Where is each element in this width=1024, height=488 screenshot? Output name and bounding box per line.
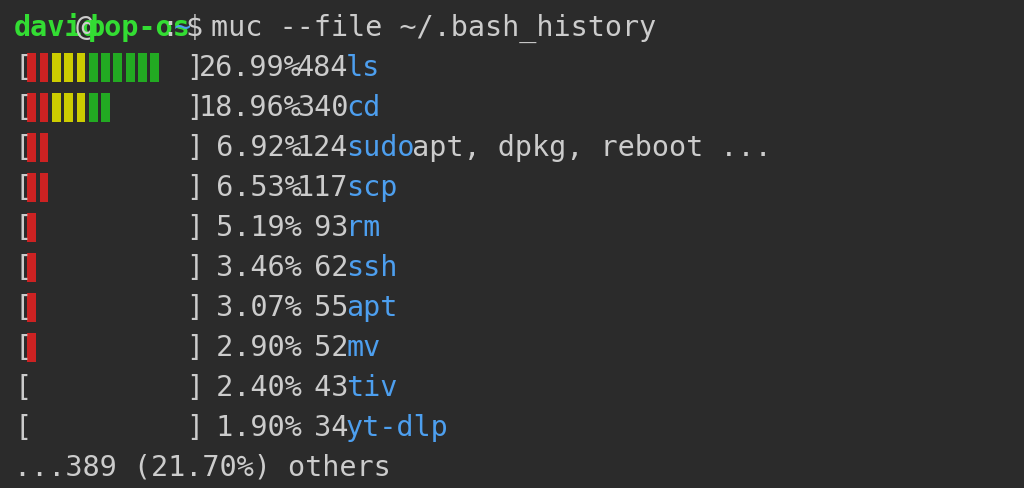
Text: 2.40%: 2.40% — [199, 373, 301, 401]
Bar — [40, 94, 48, 122]
Text: [: [ — [14, 413, 31, 441]
Text: ]: ] — [186, 413, 204, 441]
Text: [: [ — [14, 94, 31, 122]
Text: cd: cd — [346, 94, 380, 122]
Bar — [28, 134, 36, 163]
Text: 3.07%: 3.07% — [199, 293, 301, 321]
Text: 52: 52 — [297, 333, 348, 361]
Bar — [40, 174, 48, 203]
Text: :: : — [162, 14, 179, 42]
Bar — [114, 54, 122, 82]
Bar — [28, 94, 36, 122]
Bar — [40, 54, 48, 82]
Bar — [65, 94, 73, 122]
Text: 93: 93 — [297, 214, 348, 242]
Bar — [77, 54, 85, 82]
Bar — [89, 54, 97, 82]
Text: 3.46%: 3.46% — [199, 253, 301, 282]
Bar — [28, 333, 36, 362]
Text: 484: 484 — [297, 54, 348, 82]
Bar — [77, 94, 85, 122]
Text: 43: 43 — [297, 373, 348, 401]
Text: [: [ — [14, 293, 31, 321]
Text: muc --file ~/.bash_history: muc --file ~/.bash_history — [211, 14, 656, 43]
Text: pop-os: pop-os — [88, 14, 190, 42]
Text: ]: ] — [186, 253, 204, 282]
Bar — [28, 253, 36, 282]
Bar — [138, 54, 146, 82]
Text: 5.19%: 5.19% — [199, 214, 301, 242]
Bar — [126, 54, 134, 82]
Bar — [28, 174, 36, 203]
Text: 2.90%: 2.90% — [199, 333, 301, 361]
Text: 6.92%: 6.92% — [199, 134, 301, 162]
Text: ]: ] — [186, 293, 204, 321]
Text: [: [ — [14, 253, 31, 282]
Text: ssh: ssh — [346, 253, 397, 282]
Text: 340: 340 — [297, 94, 348, 122]
Text: ...389 (21.70%) others: ...389 (21.70%) others — [14, 453, 391, 481]
Bar — [151, 54, 159, 82]
Text: mv: mv — [346, 333, 380, 361]
Text: apt, dpkg, reboot ...: apt, dpkg, reboot ... — [395, 134, 772, 162]
Text: ]: ] — [186, 373, 204, 401]
Text: ]: ] — [186, 94, 204, 122]
Text: 55: 55 — [297, 293, 348, 321]
Bar — [89, 94, 97, 122]
Text: apt: apt — [346, 293, 397, 321]
Bar — [28, 214, 36, 243]
Bar — [40, 134, 48, 163]
Bar — [28, 54, 36, 82]
Text: [: [ — [14, 333, 31, 361]
Text: 1.90%: 1.90% — [199, 413, 301, 441]
Text: david: david — [14, 14, 99, 42]
Text: scp: scp — [346, 174, 397, 202]
Text: ]: ] — [186, 134, 204, 162]
Text: rm: rm — [346, 214, 380, 242]
Bar — [52, 94, 60, 122]
Text: 18.96%: 18.96% — [199, 94, 301, 122]
Text: 26.99%: 26.99% — [199, 54, 301, 82]
Text: 124: 124 — [297, 134, 348, 162]
Text: ]: ] — [186, 54, 204, 82]
Bar — [101, 54, 110, 82]
Text: yt-dlp: yt-dlp — [346, 413, 449, 441]
Text: ]: ] — [186, 214, 204, 242]
Text: ]: ] — [186, 174, 204, 202]
Text: [: [ — [14, 214, 31, 242]
Text: 6.53%: 6.53% — [199, 174, 301, 202]
Text: [: [ — [14, 54, 31, 82]
Text: ]: ] — [186, 333, 204, 361]
Text: ~: ~ — [174, 14, 191, 42]
Bar — [28, 293, 36, 322]
Text: [: [ — [14, 373, 31, 401]
Text: ls: ls — [346, 54, 380, 82]
Text: $: $ — [186, 14, 220, 42]
Bar — [52, 54, 60, 82]
Text: [: [ — [14, 174, 31, 202]
Text: tiv: tiv — [346, 373, 397, 401]
Text: [: [ — [14, 134, 31, 162]
Text: 62: 62 — [297, 253, 348, 282]
Text: sudo: sudo — [346, 134, 415, 162]
Bar — [65, 54, 73, 82]
Text: @: @ — [76, 14, 92, 42]
Text: 34: 34 — [297, 413, 348, 441]
Text: 117: 117 — [297, 174, 348, 202]
Bar — [101, 94, 110, 122]
